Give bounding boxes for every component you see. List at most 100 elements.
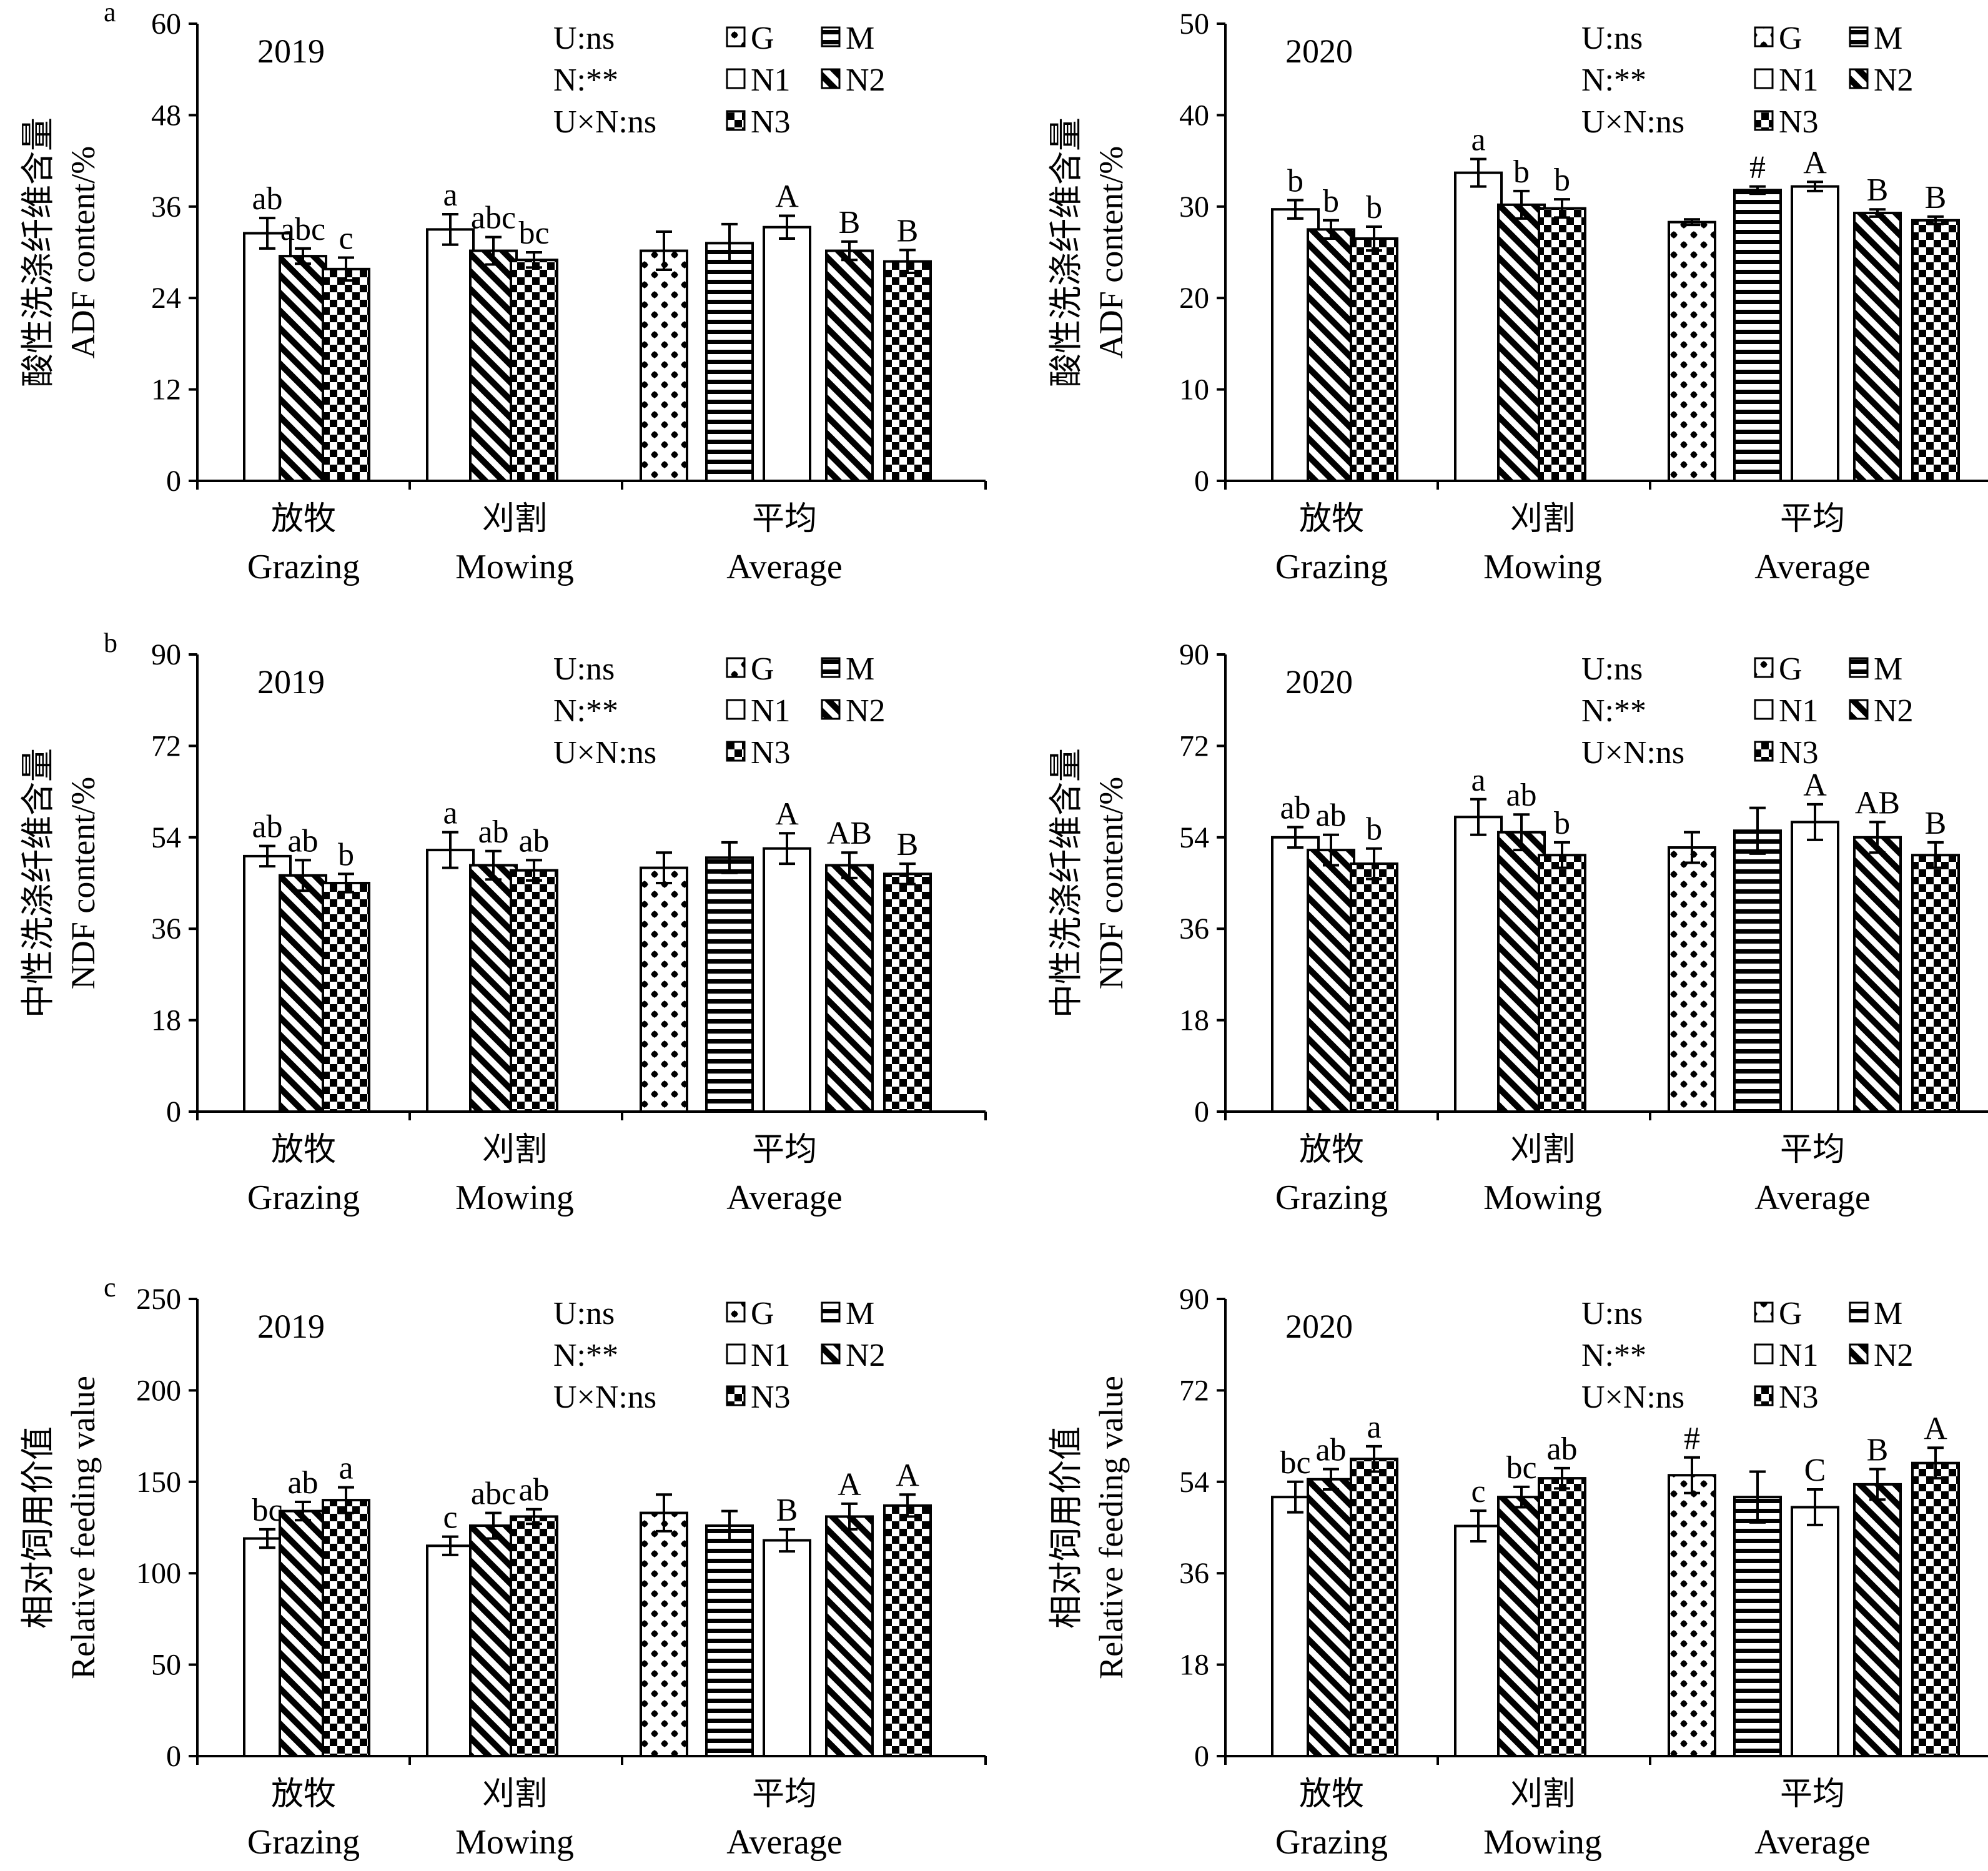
y-tick-label: 30 bbox=[1179, 190, 1209, 224]
bar-grazing-n2 bbox=[279, 255, 327, 482]
y-tick-label: 90 bbox=[1179, 1283, 1209, 1316]
y-tick-label: 0 bbox=[1194, 1095, 1209, 1128]
significance-label: abc bbox=[280, 212, 325, 247]
bar-average-n2 bbox=[1853, 1483, 1902, 1758]
year-label: 2020 bbox=[1285, 663, 1353, 701]
stats-label: U:ns bbox=[1581, 651, 1643, 687]
bar-grazing-n3 bbox=[1350, 862, 1398, 1113]
y-tick-label: 40 bbox=[1179, 99, 1209, 132]
legend-label: N3 bbox=[751, 1380, 791, 1415]
group-label-en: Mowing bbox=[455, 548, 574, 586]
significance-label: b bbox=[1366, 812, 1382, 847]
stats-label: U:ns bbox=[1581, 21, 1643, 56]
group-label-cn: 放牧 bbox=[271, 500, 336, 538]
legend-label: M bbox=[846, 651, 874, 687]
y-axis-title-en: Relative feeding value bbox=[1092, 1376, 1130, 1679]
legend-swatch-n2 bbox=[1849, 699, 1869, 720]
year-label: 2019 bbox=[257, 1308, 325, 1345]
y-tick-label: 50 bbox=[1179, 7, 1209, 41]
bar-mowing-n1 bbox=[1454, 816, 1503, 1113]
bar-average-g bbox=[640, 866, 688, 1113]
bar-mowing-n3 bbox=[1538, 854, 1586, 1113]
bar-mowing-n2 bbox=[469, 864, 518, 1113]
y-tick-label: 90 bbox=[151, 638, 181, 671]
significance-label: ab bbox=[1315, 798, 1346, 834]
bar-average-m bbox=[705, 1524, 754, 1758]
bar-mowing-n2 bbox=[1497, 831, 1546, 1113]
group-label-en: Average bbox=[1754, 548, 1871, 586]
chart-panel-5: 相对饲用价值 Relative feeding value 0 18 36 54 72 90 放… bbox=[1046, 1283, 1988, 1862]
y-tick-label: 0 bbox=[1194, 465, 1209, 498]
legend-label: N3 bbox=[751, 104, 791, 140]
significance-label: ab bbox=[252, 809, 282, 845]
group-label-cn: 平均 bbox=[752, 500, 817, 538]
bar-average-n1 bbox=[763, 847, 811, 1113]
legend-label: N3 bbox=[1779, 735, 1819, 771]
panel-label: b bbox=[104, 628, 117, 658]
bar-average-g bbox=[1668, 1474, 1716, 1757]
significance-label: abc bbox=[471, 1476, 516, 1512]
significance-label: C bbox=[1804, 1453, 1826, 1488]
group-label-en: Grazing bbox=[247, 1823, 360, 1862]
legend-label: N2 bbox=[1874, 62, 1914, 98]
bar-average-n3 bbox=[1911, 854, 1960, 1113]
y-tick-label: 72 bbox=[1179, 1374, 1209, 1407]
bar-mowing-n3 bbox=[1538, 207, 1586, 482]
significance-label: A bbox=[1924, 1411, 1947, 1446]
legend-swatch-n2 bbox=[821, 699, 841, 720]
significance-label: a bbox=[339, 1451, 353, 1486]
stats-label: N:** bbox=[553, 1338, 618, 1373]
stats-label: U:ns bbox=[1581, 1296, 1643, 1331]
panel-label: c bbox=[104, 1272, 116, 1303]
group-label-en: Average bbox=[726, 1178, 843, 1217]
bar-mowing-n1 bbox=[1454, 1524, 1503, 1758]
group-label-en: Grazing bbox=[1275, 548, 1388, 586]
significance-label: B bbox=[1925, 180, 1947, 215]
legend-label: G bbox=[751, 21, 774, 56]
stats-label: U:ns bbox=[553, 1296, 615, 1331]
significance-label: B bbox=[1867, 1432, 1889, 1468]
significance-label: B bbox=[1867, 172, 1889, 208]
bar-grazing-n3 bbox=[1350, 237, 1398, 482]
legend-label: N1 bbox=[751, 62, 791, 98]
bar-grazing-n3 bbox=[322, 1499, 370, 1758]
significance-label: a bbox=[1471, 763, 1485, 798]
legend-label: N1 bbox=[751, 693, 791, 729]
significance-label: B bbox=[897, 827, 919, 862]
legend-label: N2 bbox=[1874, 693, 1914, 729]
group-label-cn: 刈割 bbox=[1510, 1775, 1575, 1813]
stats-label: U×N:ns bbox=[1581, 735, 1684, 771]
y-tick-label: 200 bbox=[136, 1374, 181, 1407]
y-tick-label: 20 bbox=[1179, 282, 1209, 315]
significance-label: A bbox=[775, 179, 799, 214]
group-label-en: Grazing bbox=[1275, 1823, 1388, 1862]
legend-label: N3 bbox=[751, 735, 791, 771]
year-label: 2019 bbox=[257, 32, 325, 70]
legend-swatch-n2 bbox=[821, 68, 841, 89]
significance-label: A bbox=[1803, 145, 1827, 180]
bar-mowing-n3 bbox=[510, 259, 558, 482]
y-tick-label: 100 bbox=[136, 1557, 181, 1590]
group-label-en: Mowing bbox=[1483, 548, 1602, 586]
group-label-en: Mowing bbox=[1483, 1823, 1602, 1862]
legend-swatch-g bbox=[1754, 1301, 1774, 1323]
group-label-en: Average bbox=[1754, 1178, 1871, 1217]
y-tick-label: 48 bbox=[151, 99, 181, 132]
legend-swatch-g bbox=[1754, 657, 1774, 678]
bar-average-n1 bbox=[763, 1539, 811, 1758]
group-label-en: Grazing bbox=[247, 548, 360, 586]
bar-average-m bbox=[1733, 829, 1782, 1113]
bar-grazing-n2 bbox=[279, 874, 327, 1113]
significance-label: bc bbox=[252, 1493, 282, 1528]
legend-swatch-n3 bbox=[726, 741, 746, 762]
bar-mowing-n1 bbox=[426, 849, 475, 1113]
chart-panel-0: a 酸性洗涤纤维含量 ADF content/% 0 12 24 36 48 60 放牧 Grazi… bbox=[18, 0, 987, 586]
significance-label: b bbox=[1287, 164, 1303, 199]
legend-label: N1 bbox=[1779, 62, 1819, 98]
chart-panel-4: c 相对饲用价值 Relative feeding value 0 50 100 150 20… bbox=[18, 1272, 987, 1862]
group-label-cn: 平均 bbox=[1780, 1775, 1845, 1813]
y-tick-label: 0 bbox=[1194, 1740, 1209, 1773]
y-tick-label: 54 bbox=[151, 821, 181, 854]
bar-average-m bbox=[705, 856, 754, 1113]
significance-label: ab bbox=[1280, 791, 1310, 826]
